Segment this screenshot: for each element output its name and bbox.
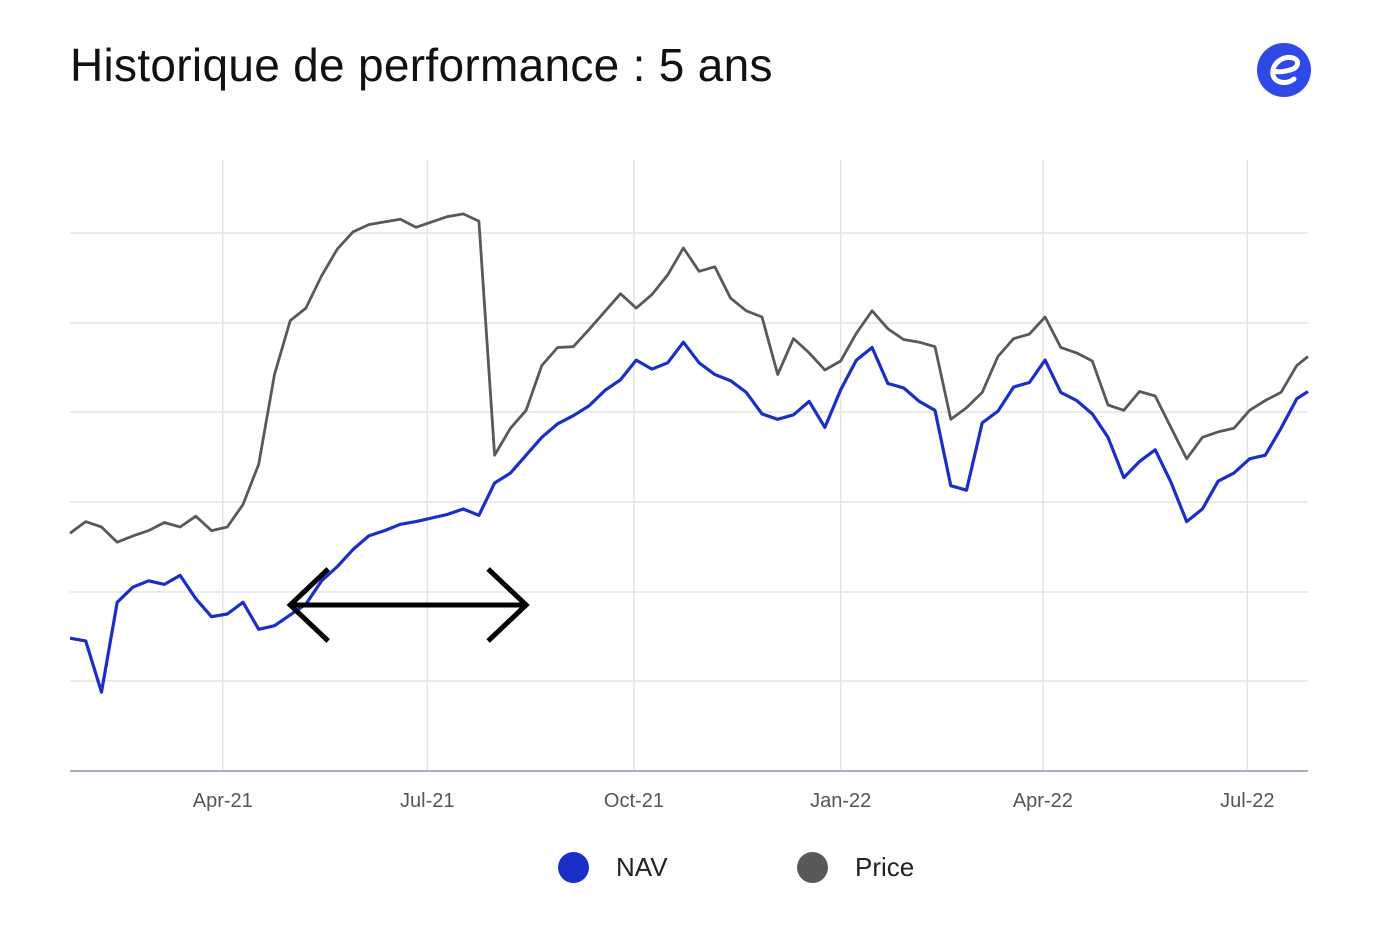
legend-marker-nav — [558, 852, 589, 883]
e-logo-icon — [1257, 43, 1311, 97]
series-line-price — [69, 212, 1309, 544]
x-tick-label: Jul-22 — [1220, 790, 1274, 812]
x-tick-label: Jul-21 — [400, 790, 454, 812]
legend-item-price: Price — [797, 852, 914, 883]
arrow-head-right — [486, 567, 530, 643]
x-axis-ticks: Apr-21 Jul-21 Oct-21 Jan-22 Apr-22 Jul-22 — [193, 790, 1275, 812]
x-tick-label: Oct-21 — [604, 790, 664, 812]
legend-item-nav: NAV — [558, 852, 668, 883]
x-tick-label: Apr-21 — [193, 790, 253, 812]
chart-title: Historique de performance : 5 ans — [70, 39, 773, 91]
legend-marker-price — [797, 852, 828, 883]
legend-label-price: Price — [855, 852, 915, 882]
x-tick-label: Jan-22 — [810, 790, 871, 812]
legend-label-nav: NAV — [616, 852, 668, 882]
series-lines — [69, 212, 1309, 694]
x-tick-label: Apr-22 — [1013, 790, 1073, 812]
double-arrow-annotation — [286, 567, 530, 643]
series-line-nav — [69, 340, 1309, 694]
arrow-head-left — [286, 567, 330, 643]
grid — [70, 160, 1308, 771]
